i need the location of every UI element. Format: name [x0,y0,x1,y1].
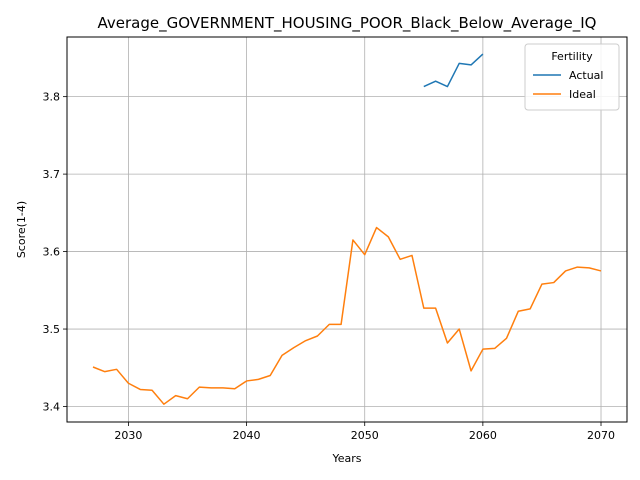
plot-area [66,36,628,423]
y-tick-label: 3.4 [43,401,61,414]
series-line-actual [423,53,484,88]
chart-title: Average_GOVERNMENT_HOUSING_POOR_Black_Be… [98,14,597,33]
x-tick-label: 2070 [587,429,615,442]
legend-title: Fertility [551,50,593,63]
series-line-ideal [92,226,602,405]
series-layer [92,53,602,405]
y-axis: 3.4 3.5 3.6 3.7 3.8 [43,91,67,414]
x-tick-label: 2060 [469,429,497,442]
x-tick-label: 2050 [351,429,379,442]
y-tick-label: 3.8 [43,91,61,104]
x-axis: 2030 2040 2050 2060 2070 [114,422,615,442]
legend: Fertility Actual Ideal [524,43,620,111]
x-tick-label: 2030 [114,429,142,442]
y-tick-label: 3.5 [43,323,61,336]
x-axis-label: Years [331,452,361,465]
legend-entry: Ideal [569,88,596,101]
y-tick-label: 3.7 [43,168,61,181]
legend-entry: Actual [569,69,603,82]
x-tick-label: 2040 [233,429,261,442]
y-tick-label: 3.6 [43,246,61,259]
y-axis-label: Score(1-4) [15,201,28,258]
